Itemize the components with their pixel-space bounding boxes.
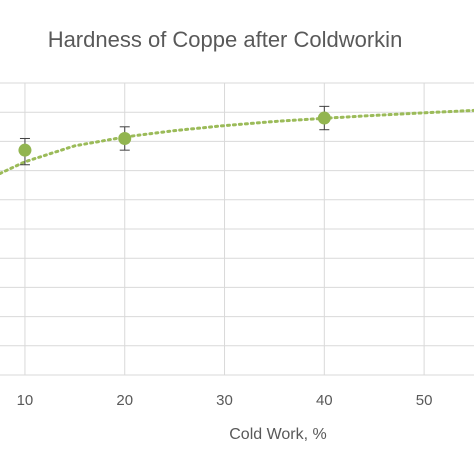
x-tick-label: 20 <box>116 392 133 409</box>
x-tick-label: 50 <box>416 392 433 409</box>
x-tick-label: 30 <box>216 392 233 409</box>
data-points <box>18 111 331 157</box>
chart-title: Hardness of Coppe after Coldworkin <box>48 27 403 52</box>
data-point <box>118 131 132 145</box>
x-tick-labels: 10 20 30 40 50 <box>17 392 433 409</box>
x-axis-title: Cold Work, % <box>229 426 327 443</box>
data-point <box>317 111 331 125</box>
trendline-layer <box>0 108 474 175</box>
x-tick-label: 40 <box>316 392 333 409</box>
trendline <box>0 108 474 175</box>
x-tick-label: 10 <box>17 392 34 409</box>
data-point <box>18 143 32 157</box>
